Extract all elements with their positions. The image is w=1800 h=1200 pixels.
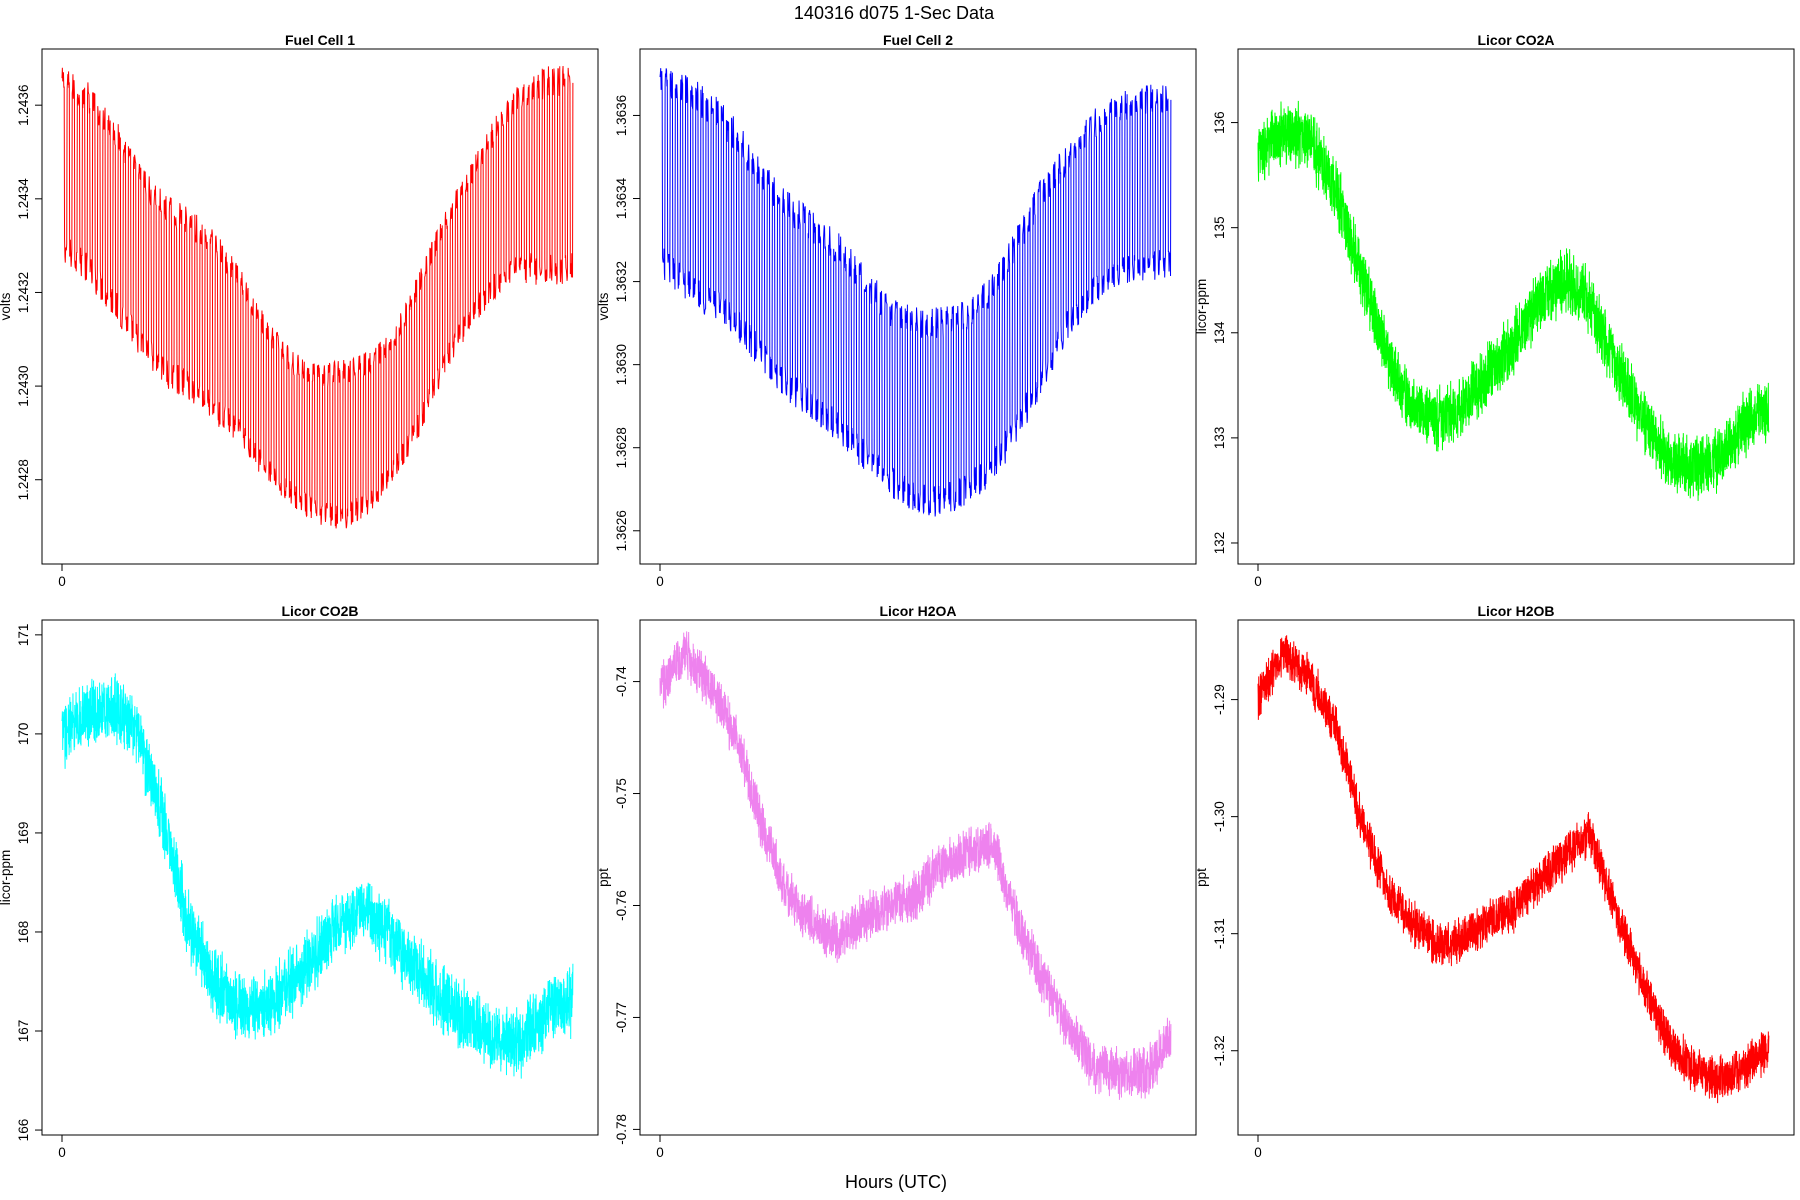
x-tick-label: 0: [58, 1145, 66, 1160]
series-line: [659, 631, 1172, 1100]
y-tick-label: 132: [1212, 532, 1227, 555]
y-tick-label: -0.76: [614, 890, 629, 921]
plot-frame: [639, 48, 1197, 565]
series-line: [1257, 635, 1770, 1104]
y-axis-label: licor-ppm: [0, 850, 13, 906]
x-tick-label: 0: [1254, 574, 1262, 589]
y-tick-label: -1.30: [1212, 801, 1227, 832]
y-tick-label: 171: [16, 624, 31, 647]
y-tick-label: 1.2434: [16, 178, 31, 220]
panel-title: Licor CO2B: [281, 603, 358, 619]
y-tick-label: 1.3636: [614, 95, 629, 136]
panel-4: Licor CO2B 166 167 168 169 170 171 0 licor-ppm: [0, 603, 599, 1160]
plot-frame: [41, 48, 599, 565]
y-tick-label: 168: [16, 921, 31, 944]
y-axis-label: ppt: [596, 868, 611, 887]
figure-x-axis-label: Hours (UTC): [845, 1172, 947, 1192]
plot-frame: [1237, 619, 1795, 1136]
x-tick-label: 0: [656, 574, 664, 589]
y-tick-label: 1.2428: [16, 459, 31, 500]
y-tick-label: 169: [16, 822, 31, 845]
y-tick-label: 170: [16, 723, 31, 746]
y-axis-label: volts: [596, 292, 611, 320]
y-tick-label: 135: [1212, 216, 1227, 239]
y-axis-label: licor-ppm: [1194, 279, 1209, 335]
panel-5: Licor H2OA -0.74 -0.75 -0.76 -0.77 -0.78 0 ppt: [596, 603, 1197, 1160]
series-line: [61, 65, 574, 529]
y-axis-label: ppt: [1194, 868, 1209, 887]
y-tick-label: -0.78: [614, 1114, 629, 1145]
y-tick-label: -1.31: [1212, 918, 1227, 949]
y-tick-label: 167: [16, 1020, 31, 1043]
panel-title: Fuel Cell 1: [285, 32, 355, 48]
y-tick-label: 1.2432: [16, 272, 31, 313]
plot-frame: [639, 619, 1197, 1136]
y-tick-label: 133: [1212, 427, 1227, 450]
y-tick-label: 1.2430: [16, 365, 31, 406]
series-line: [1257, 100, 1770, 501]
y-tick-label: 134: [1212, 321, 1227, 344]
y-tick-label: 1.3634: [614, 177, 629, 219]
y-tick-label: 1.3628: [614, 427, 629, 468]
panel-2: Fuel Cell 2 1.3626 1.3628 1.3630 1.3632 1.363…: [596, 32, 1197, 589]
panel-6: Licor H2OB -1.29 -1.30 -1.31 -1.32 0 ppt: [1194, 603, 1795, 1160]
panel-1: Fuel Cell 1 1.2428 1.2430 1.2432 1.2434 1.243…: [0, 32, 599, 589]
y-tick-label: 1.3632: [614, 261, 629, 302]
y-tick-label: -0.77: [614, 1002, 629, 1033]
y-tick-label: 1.3630: [614, 344, 629, 385]
panel-title: Licor H2OA: [879, 603, 956, 619]
panel-title: Licor CO2A: [1477, 32, 1554, 48]
y-tick-label: 1.2436: [16, 85, 31, 126]
y-tick-label: -0.75: [614, 778, 629, 809]
panels: Fuel Cell 1 1.2428 1.2430 1.2432 1.2434 1.243…: [0, 32, 1795, 1160]
y-tick-label: -1.29: [1212, 684, 1227, 715]
y-tick-label: 166: [16, 1119, 31, 1142]
x-tick-label: 0: [1254, 1145, 1262, 1160]
y-tick-label: 1.3626: [614, 510, 629, 551]
series-line: [61, 673, 574, 1079]
plot-frame: [1237, 48, 1795, 565]
x-tick-label: 0: [58, 574, 66, 589]
y-tick-label: -1.32: [1212, 1035, 1227, 1066]
panel-title: Licor H2OB: [1477, 603, 1554, 619]
panel-title: Fuel Cell 2: [883, 32, 953, 48]
y-axis-label: volts: [0, 292, 13, 320]
plot-frame: [41, 619, 599, 1136]
y-tick-label: -0.74: [614, 666, 629, 697]
figure-title: 140316 d075 1-Sec Data: [794, 3, 995, 23]
x-tick-label: 0: [656, 1145, 664, 1160]
panel-3: Licor CO2A 132 133 134 135 136 0 licor-ppm: [1194, 32, 1795, 589]
series-line: [659, 68, 1172, 517]
y-tick-label: 136: [1212, 111, 1227, 134]
